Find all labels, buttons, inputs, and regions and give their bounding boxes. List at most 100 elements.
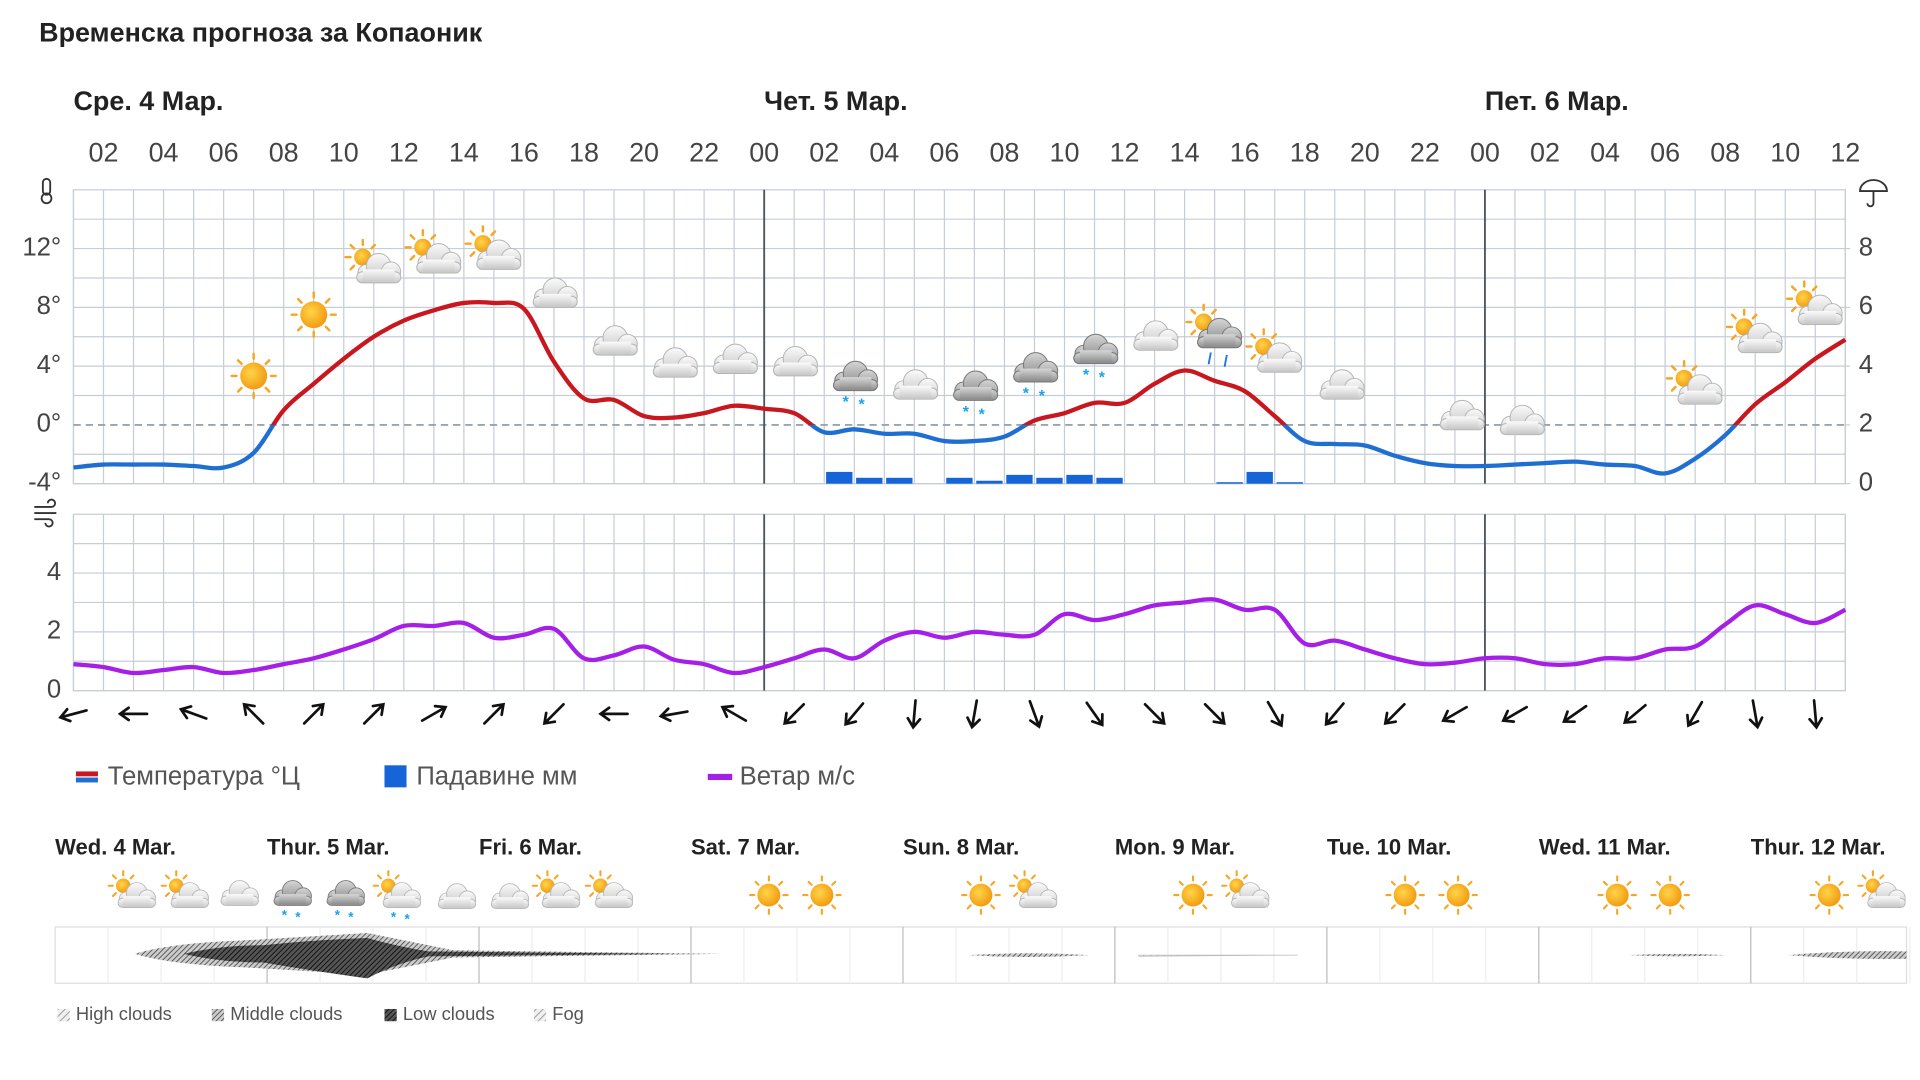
- wind-arrow: [658, 707, 689, 723]
- weather-icon: * *: [326, 880, 365, 925]
- wind-arrow: [1085, 701, 1104, 727]
- moon: [1502, 883, 1515, 907]
- legend-swatch: [707, 773, 733, 780]
- weather-icon: [490, 880, 530, 910]
- wind-arrow: [1266, 700, 1284, 728]
- sun-ray: [1414, 904, 1420, 910]
- cloud-fill: [1804, 311, 1837, 324]
- y2-tick-label: 6: [1859, 292, 1873, 320]
- precip-symbol: *: [859, 397, 866, 414]
- wind-arrow: [362, 702, 385, 725]
- sun-ray: [236, 359, 243, 366]
- y-tick-label: 4: [47, 558, 61, 586]
- weather-icon: [1857, 870, 1906, 909]
- sun: [1658, 883, 1682, 907]
- sun-ray: [409, 254, 416, 261]
- precip-symbol: /: [1208, 351, 1213, 368]
- precip-symbol: *: [1099, 370, 1106, 387]
- hour-label: 08: [989, 137, 1019, 167]
- weather-icon: [1133, 320, 1179, 351]
- weather-icon: [1650, 875, 1690, 915]
- cloud-fill: [279, 894, 307, 905]
- sun-ray: [1602, 880, 1608, 886]
- page-title: Временска прогноза за Копаоник: [39, 17, 483, 47]
- cloud-fill: [599, 341, 632, 354]
- ten-day-label: Tue. 10 Mar.: [1327, 834, 1451, 859]
- sun-ray: [324, 325, 331, 332]
- precip-symbol: *: [391, 910, 397, 925]
- cloud-legend-label: Middle clouds: [230, 1003, 342, 1024]
- cloud-fill: [332, 894, 360, 905]
- y-tick-label: -4°: [28, 468, 61, 496]
- wind-arrow: [1622, 703, 1647, 725]
- weather-icon: [1318, 366, 1365, 400]
- sun-ray: [990, 880, 996, 886]
- hour-label: 16: [1230, 137, 1260, 167]
- sun-ray: [990, 904, 996, 910]
- wind-arrow: [117, 706, 149, 722]
- cloud-fill: [422, 259, 455, 272]
- hour-label: 06: [209, 137, 239, 167]
- day-label: Пет. 6 Мар.: [1485, 86, 1629, 116]
- sun-ray: [589, 892, 595, 898]
- legend-label: Падавине мм: [416, 762, 577, 790]
- wind-arrow: [1501, 705, 1528, 723]
- sun-ray: [469, 251, 476, 258]
- weather-icon: [71, 883, 83, 907]
- hour-label: 20: [629, 137, 659, 167]
- sun: [1393, 883, 1417, 907]
- y-tick-label: 12°: [22, 233, 61, 261]
- precip-symbol: /: [1223, 354, 1228, 371]
- precip-symbol: *: [335, 907, 341, 922]
- weather-icon: [1131, 883, 1144, 907]
- hour-label: 18: [1290, 137, 1320, 167]
- sun-ray: [1390, 904, 1396, 910]
- sun-ray: [296, 325, 303, 332]
- sun-ray: [553, 874, 559, 880]
- sun-ray: [966, 880, 972, 886]
- cloud-fill: [443, 897, 471, 908]
- weather-icon: [437, 880, 477, 910]
- weather-icon: [1008, 870, 1058, 909]
- moon: [654, 883, 666, 907]
- cloud: [1319, 369, 1365, 400]
- sun: [1181, 883, 1205, 907]
- y2-tick-label: 0: [1859, 468, 1873, 496]
- weather-icon: [107, 870, 156, 909]
- cloud-fill: [1326, 385, 1359, 398]
- weather-icon: [531, 870, 581, 909]
- sun-ray: [1626, 904, 1632, 910]
- ten-day-label: Sat. 7 Mar.: [691, 834, 800, 859]
- sun-ray: [1178, 880, 1184, 886]
- wind-arrow: [178, 705, 208, 720]
- wind-arrow: [1686, 700, 1704, 728]
- sun-ray: [1691, 365, 1698, 371]
- sun-ray: [469, 230, 476, 237]
- wind-arrow: [1562, 704, 1588, 724]
- cloud-fill: [482, 255, 515, 269]
- wind-arrow: [906, 699, 922, 730]
- precipitation-bar: [946, 477, 973, 484]
- precip-symbol: *: [843, 394, 850, 411]
- weather-icon: [1173, 875, 1213, 915]
- cloud: [356, 252, 402, 284]
- cloud: [532, 277, 578, 308]
- sun-ray: [1225, 892, 1231, 898]
- weather-icon: [230, 352, 277, 400]
- weather-icon: [802, 875, 842, 915]
- weather-icon: * *: [832, 360, 879, 414]
- cloud-fill: [1236, 896, 1264, 907]
- umbrella-icon: [1859, 179, 1888, 208]
- weather-icon: [893, 369, 939, 400]
- moon: [1078, 883, 1091, 907]
- moon: [1767, 883, 1780, 907]
- cloud: [1257, 342, 1303, 373]
- cloud-fill: [719, 360, 752, 373]
- wind-arrow: [966, 699, 981, 730]
- precipitation-bar: [856, 477, 883, 484]
- cloud: [1073, 333, 1119, 365]
- hour-label: 04: [1590, 137, 1620, 167]
- wind-arrow: [1441, 705, 1468, 723]
- cloud: [953, 370, 999, 401]
- cloud-layers: [134, 933, 1907, 979]
